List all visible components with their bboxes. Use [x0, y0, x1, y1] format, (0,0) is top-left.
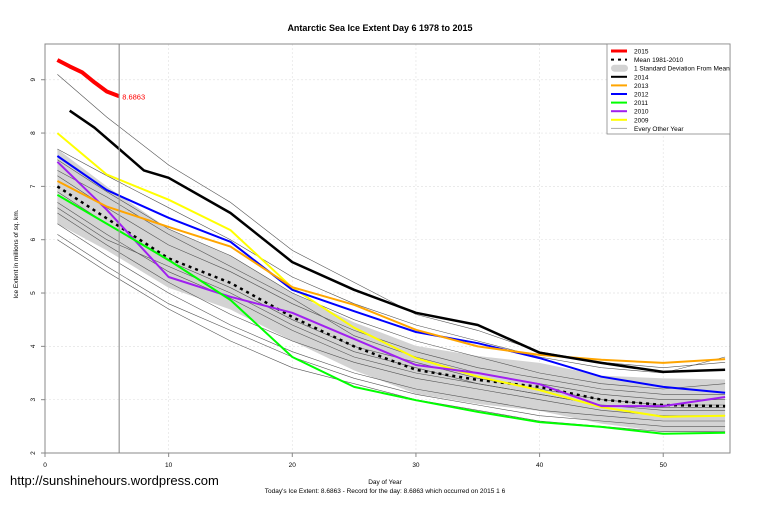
legend-label: 2010	[634, 109, 649, 116]
y-tick-label: 3	[30, 397, 37, 401]
x-axis-label: Day of Year	[368, 479, 402, 486]
mean-1981-2010-line	[56, 185, 726, 408]
mean-line	[56, 185, 726, 408]
other-year-line	[57, 223, 726, 422]
y-tick-label: 9	[30, 78, 37, 82]
other-year-line	[57, 175, 726, 395]
x-tick-label: 10	[165, 462, 173, 469]
x-tick-label: 20	[289, 462, 297, 469]
series-line-2012	[56, 155, 726, 394]
y-tick-label: 5	[30, 291, 37, 295]
y-tick-label: 7	[30, 184, 37, 188]
current-value-label: 8.6863	[122, 92, 145, 101]
footer-subtitle: Today's Ice Extent: 8.6863 - Record for …	[265, 488, 506, 495]
other-year-line	[57, 148, 726, 374]
series-line-2009	[56, 132, 726, 418]
y-tick-label: 8	[30, 131, 37, 135]
series-line-2013	[56, 180, 726, 364]
other-year-line	[57, 170, 726, 401]
legend-label: Every Other Year	[634, 126, 684, 133]
series-line-2015	[56, 58, 120, 99]
x-tick-label: 40	[536, 462, 544, 469]
y-tick-label: 2	[30, 451, 37, 455]
y-axis-label: Ice Extent in millions of sq. km.	[13, 209, 20, 298]
series-line-2010	[56, 161, 726, 408]
x-tick-label: 30	[412, 462, 420, 469]
legend-label: 2011	[634, 100, 648, 107]
series-line-2014	[68, 109, 726, 374]
y-tick-label: 4	[30, 344, 37, 348]
watermark-url: http://sunshinehours.wordpress.com	[10, 473, 219, 488]
legend-box	[606, 43, 731, 135]
plot-frame	[44, 43, 731, 454]
legend-label: Mean 1981-2010	[634, 57, 684, 64]
legend-label: 2015	[634, 49, 649, 56]
x-tick-label: 0	[43, 462, 47, 469]
other-year-line	[57, 212, 726, 417]
other-year-line	[57, 234, 726, 427]
legend-label: 2013	[634, 83, 649, 90]
highlight-series	[56, 58, 726, 435]
y-tick-label: 6	[30, 238, 37, 242]
axes: 0 10 20 30 40 50 2 3 4 5 6 7 8 9	[30, 43, 731, 469]
legend-label: 2009	[634, 117, 649, 124]
chart-title: Antarctic Sea Ice Extent Day 6 1978 to 2…	[287, 23, 472, 33]
std-deviation-band	[57, 149, 726, 433]
series-line-2011	[56, 194, 726, 435]
legend-swatch-band	[611, 64, 628, 72]
legend-label: 2012	[634, 92, 649, 99]
legend-label: 1 Standard Deviation From Mean	[634, 66, 730, 73]
legend-label: 2014	[634, 74, 649, 81]
std-band	[57, 149, 726, 433]
x-tick-label: 50	[660, 462, 668, 469]
